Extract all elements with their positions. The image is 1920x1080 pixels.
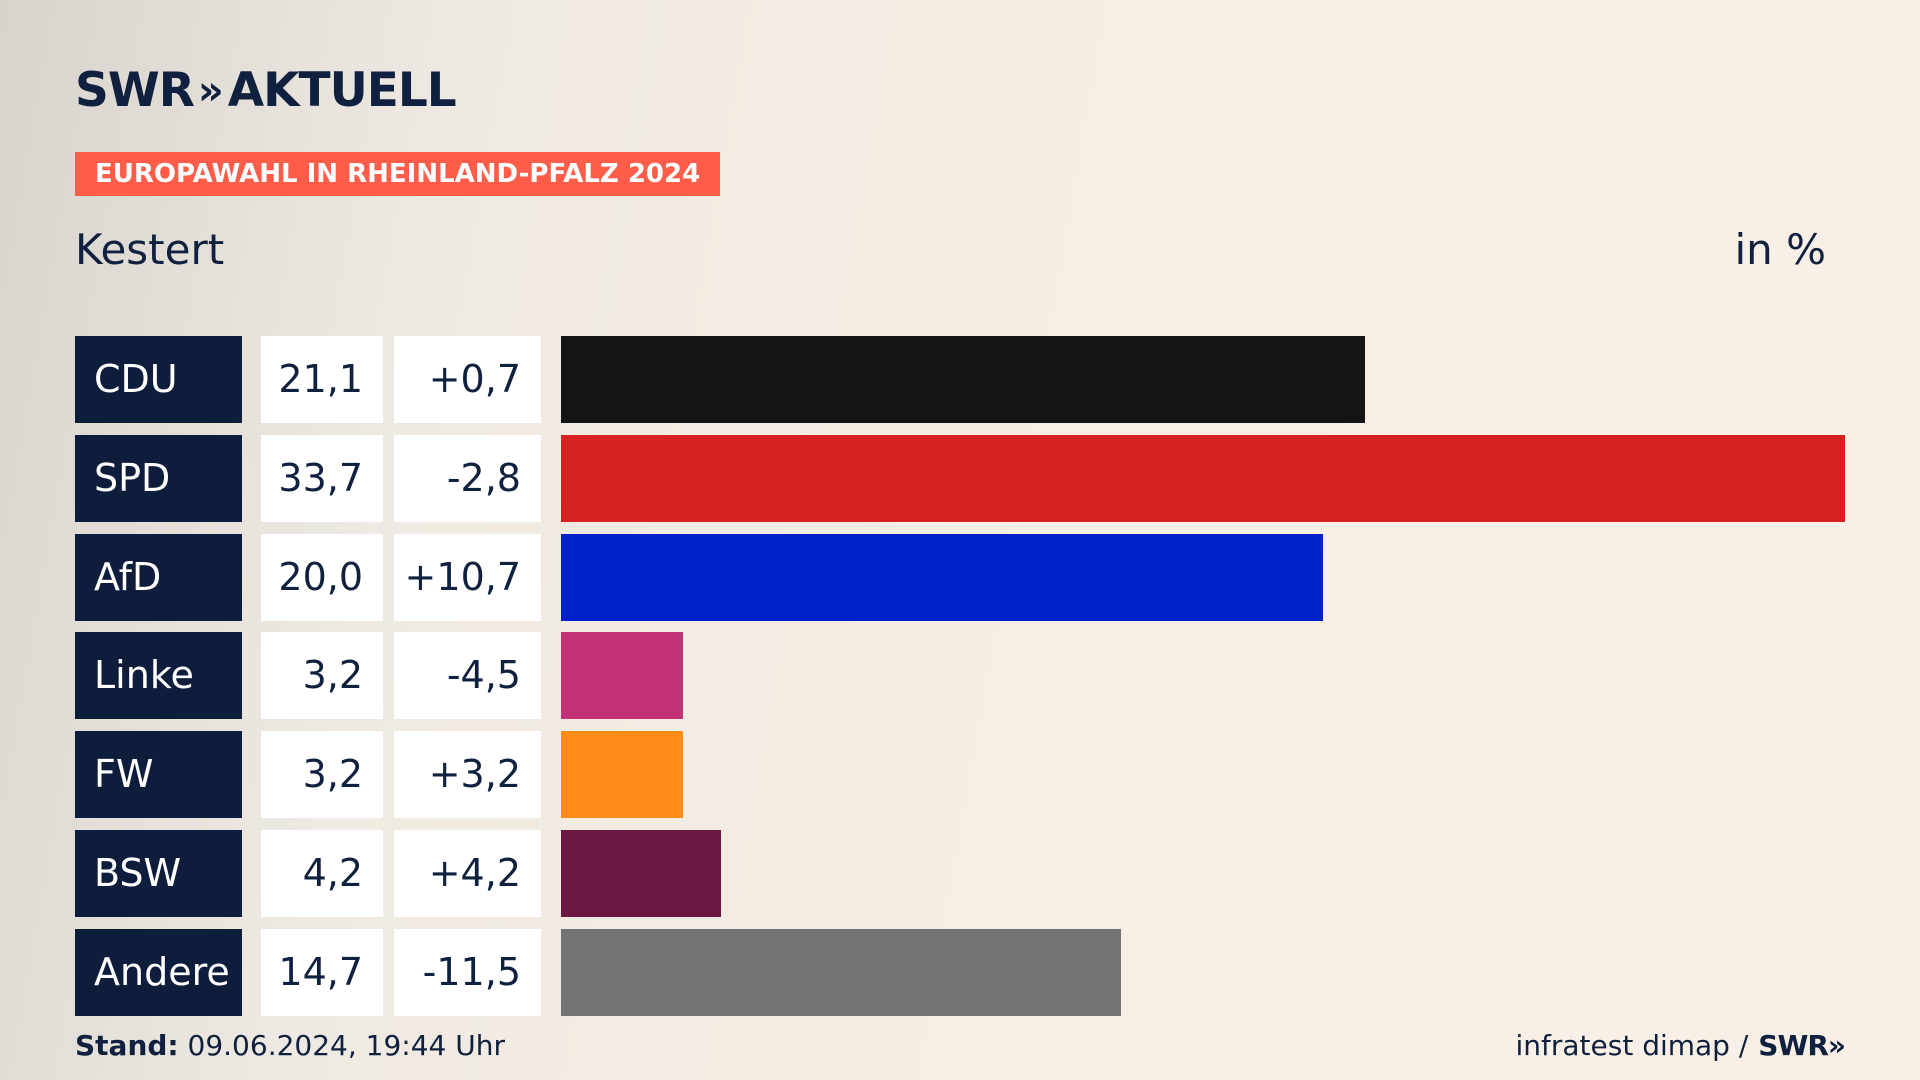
value-label: 20,0 xyxy=(261,534,383,621)
timestamp: Stand: 09.06.2024, 19:44 Uhr xyxy=(75,1028,505,1064)
value-label: 4,2 xyxy=(261,830,383,917)
party-label: Linke xyxy=(75,632,242,719)
bar-fw xyxy=(561,731,683,818)
logo-chevron-icon: » xyxy=(197,68,224,114)
logo-swr-text: SWR xyxy=(75,63,195,118)
place-title: Kestert xyxy=(75,225,225,274)
stand-value: 09.06.2024, 19:44 Uhr xyxy=(187,1029,505,1062)
diff-label: +10,7 xyxy=(394,534,541,621)
value-label: 3,2 xyxy=(261,731,383,818)
party-label: BSW xyxy=(75,830,242,917)
unit-label: in % xyxy=(1734,225,1826,274)
party-label: Andere xyxy=(75,929,242,1016)
party-label: SPD xyxy=(75,435,242,522)
bar-afd xyxy=(561,534,1323,621)
diff-label: +3,2 xyxy=(394,731,541,818)
diff-label: +0,7 xyxy=(394,336,541,423)
bar-cdu xyxy=(561,336,1365,423)
value-label: 3,2 xyxy=(261,632,383,719)
bar-spd xyxy=(561,435,1845,522)
election-tag: EUROPAWAHL IN RHEINLAND-PFALZ 2024 xyxy=(75,152,721,196)
diff-label: -11,5 xyxy=(394,929,541,1016)
value-label: 14,7 xyxy=(261,929,383,1016)
diff-label: +4,2 xyxy=(394,830,541,917)
party-label: FW xyxy=(75,731,242,818)
bar-bsw xyxy=(561,830,721,917)
value-label: 21,1 xyxy=(261,336,383,423)
bar-andere xyxy=(561,929,1121,1016)
diff-label: -4,5 xyxy=(394,632,541,719)
party-label: CDU xyxy=(75,336,242,423)
swr-mini-logo: SWR» xyxy=(1758,1029,1846,1062)
source-credit: infratest dimap / SWR» xyxy=(1515,1028,1846,1064)
diff-label: -2,8 xyxy=(394,435,541,522)
swr-aktuell-logo: SWR » AKTUELL xyxy=(75,63,457,118)
source-text: infratest dimap / xyxy=(1515,1029,1749,1062)
value-label: 33,7 xyxy=(261,435,383,522)
bar-linke xyxy=(561,632,683,719)
stand-label: Stand: xyxy=(75,1029,179,1062)
logo-aktuell-text: AKTUELL xyxy=(227,63,457,118)
party-label: AfD xyxy=(75,534,242,621)
